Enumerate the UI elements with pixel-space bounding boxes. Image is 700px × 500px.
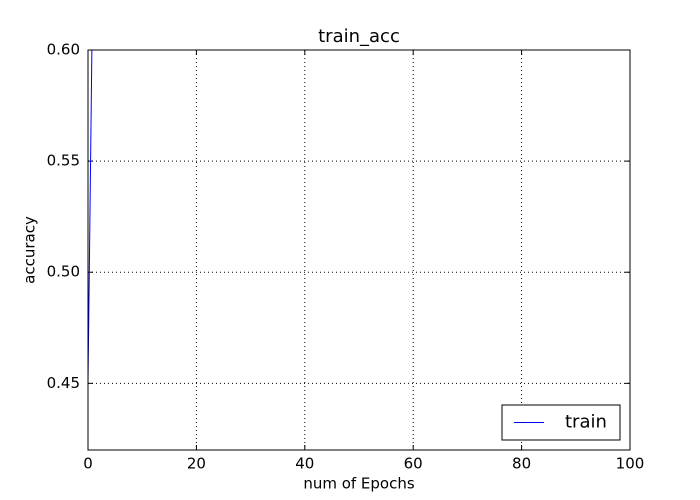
data-line <box>88 50 93 384</box>
x-tick-label: 100 <box>616 455 645 473</box>
x-axis-label: num of Epochs <box>303 475 415 493</box>
x-tick-label: 20 <box>187 455 206 473</box>
x-tick-label: 80 <box>512 455 531 473</box>
x-tick-label: 60 <box>404 455 423 473</box>
plot-frame <box>87 49 631 451</box>
legend-label: train <box>565 412 607 433</box>
chart-title: train_acc <box>318 26 400 47</box>
y-tick-label: 0.50 <box>47 263 80 281</box>
y-tick-label: 0.55 <box>47 152 80 170</box>
x-tick-label: 0 <box>83 455 93 473</box>
legend: train <box>501 404 621 441</box>
x-tick-label: 40 <box>295 455 314 473</box>
plot-area <box>88 50 93 384</box>
y-tick-label: 0.45 <box>47 374 80 392</box>
y-tick-label: 0.60 <box>47 41 80 59</box>
y-axis-label: accuracy <box>21 216 39 284</box>
